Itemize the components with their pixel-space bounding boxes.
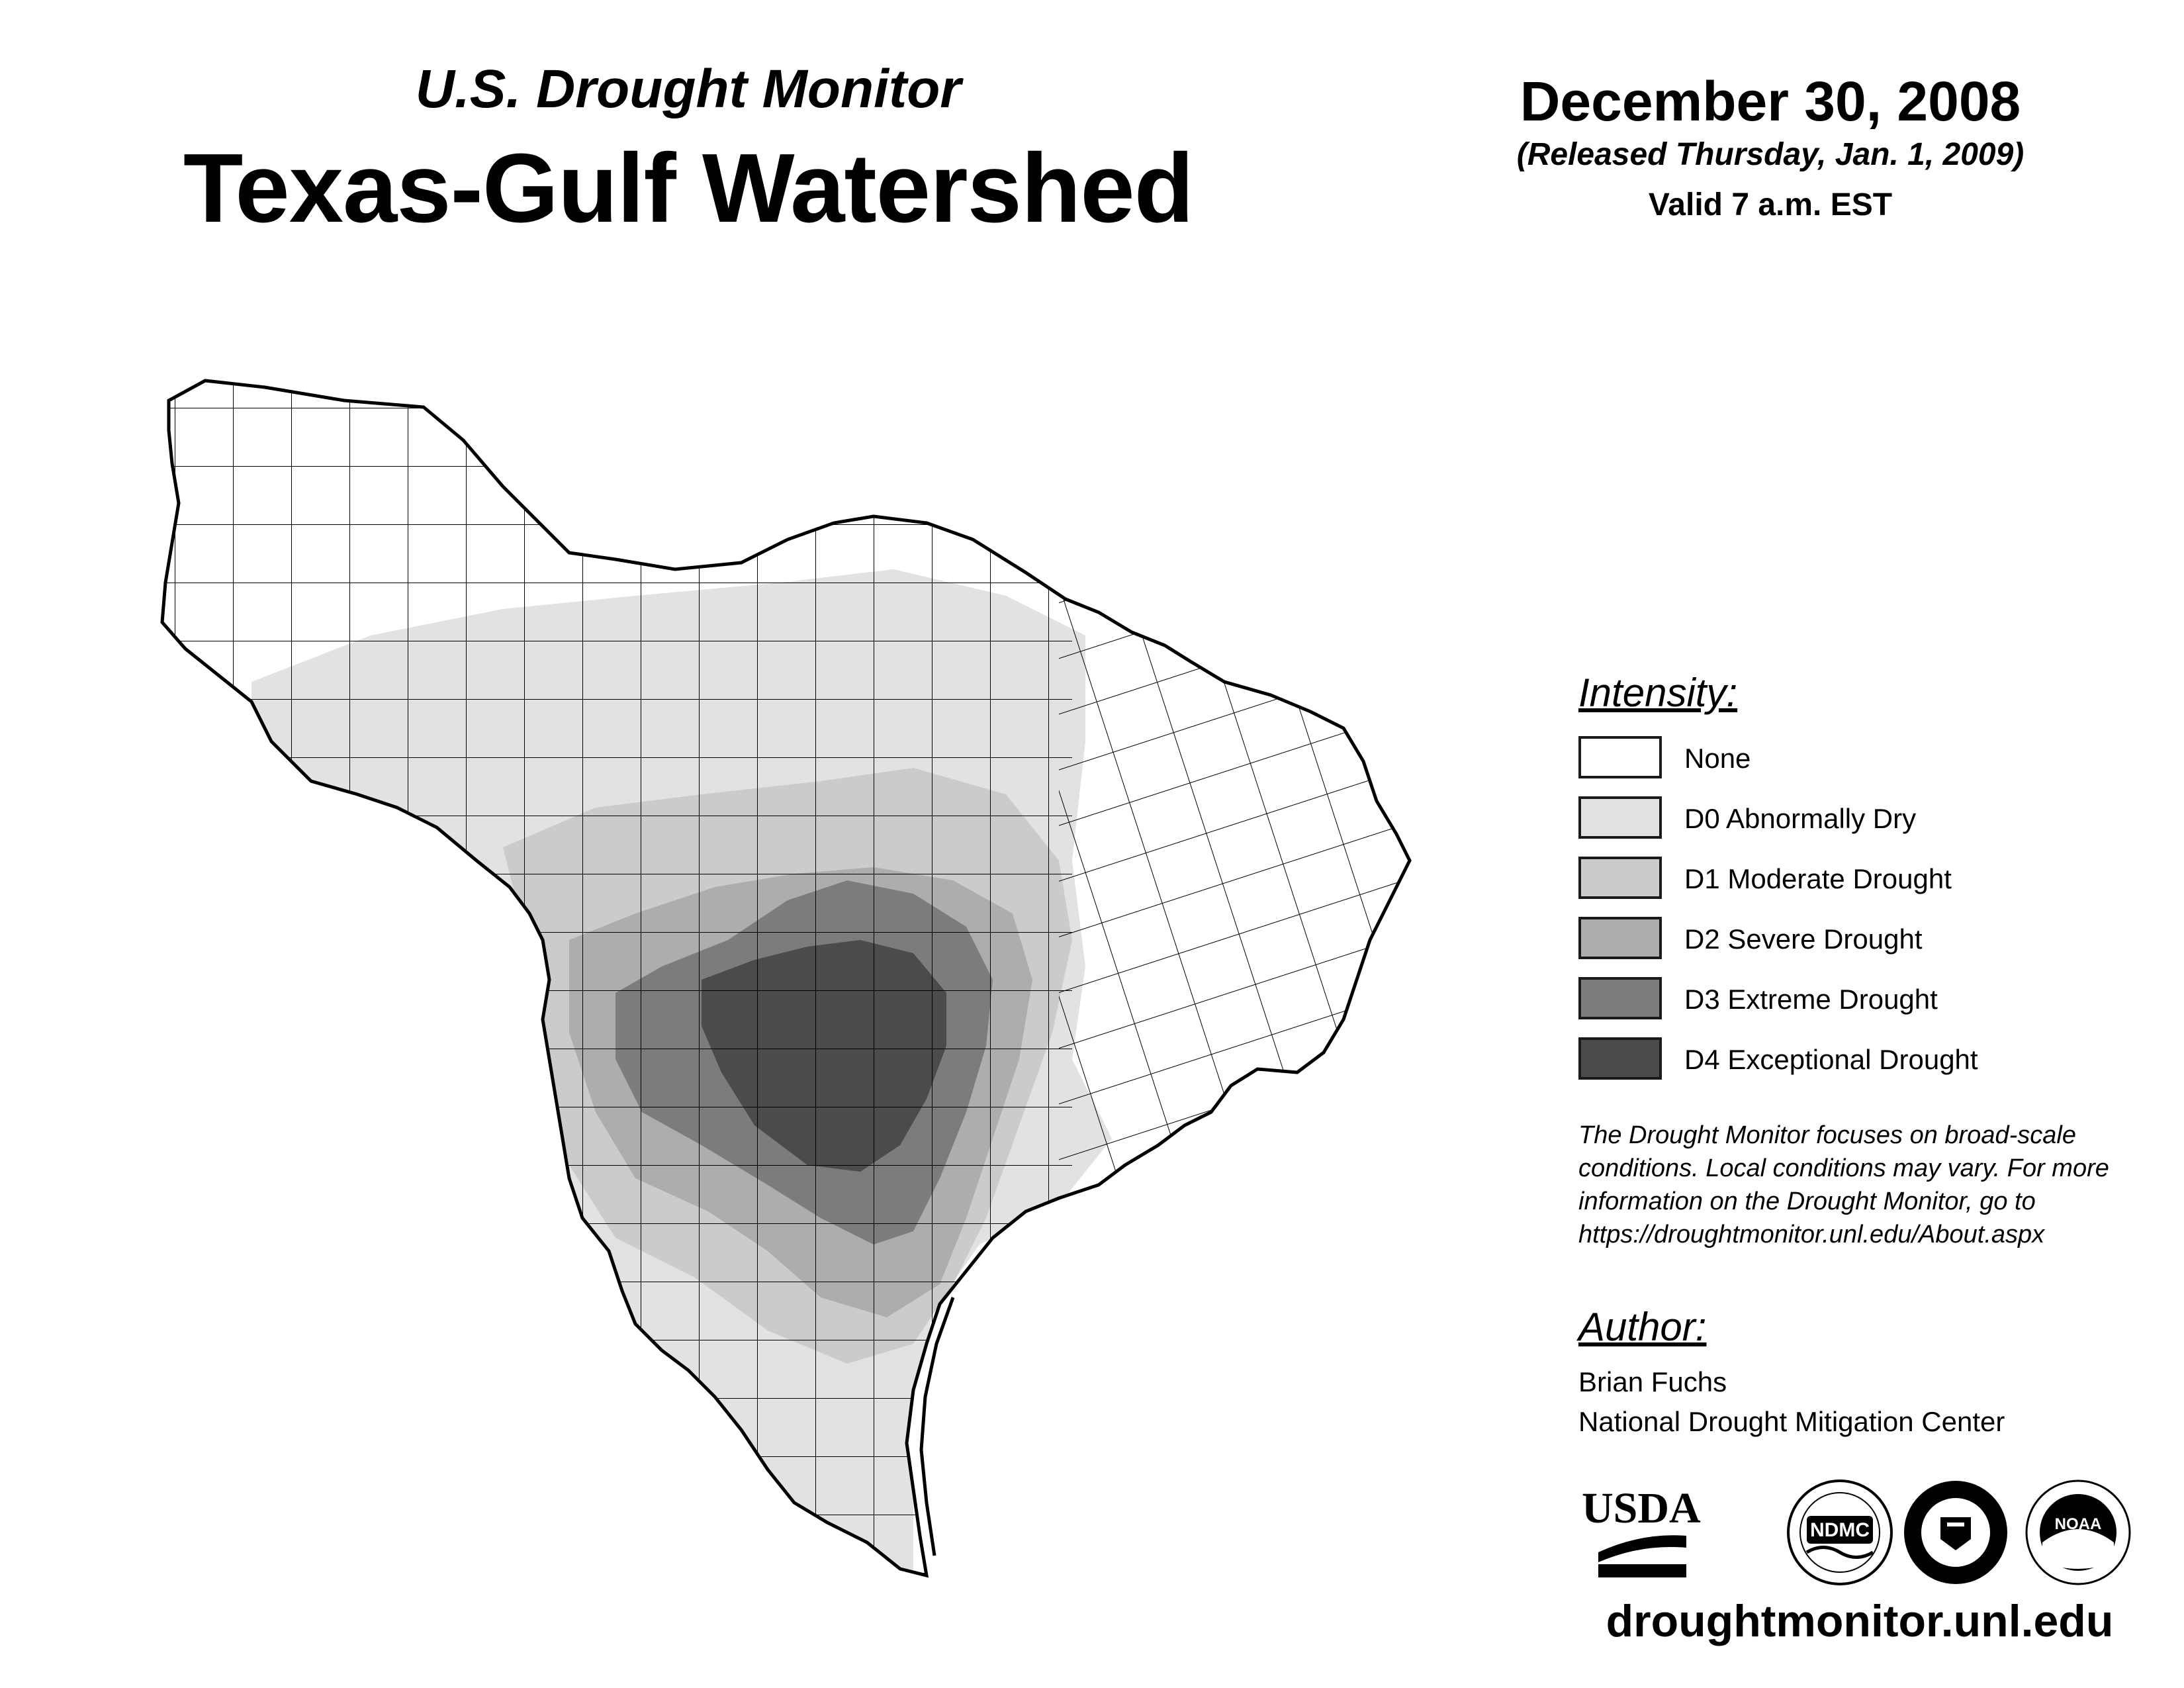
website-url: droughtmonitor.unl.edu — [1606, 1596, 2114, 1646]
note-line: information on the Drought Monitor, go t… — [1578, 1188, 2036, 1215]
legend-label: D3 Extreme Drought — [1684, 984, 1938, 1015]
note-line: The Drought Monitor focuses on broad-sca… — [1578, 1121, 2076, 1149]
valid-time: Valid 7 a.m. EST — [1648, 187, 1893, 222]
author-name: Brian Fuchs — [1578, 1366, 1727, 1397]
legend-swatch — [1578, 736, 1662, 778]
legend-label: None — [1684, 743, 1751, 774]
legend-label: D2 Severe Drought — [1684, 923, 1923, 955]
release-date: (Released Thursday, Jan. 1, 2009) — [1516, 137, 2025, 172]
legend-label: D1 Moderate Drought — [1684, 863, 1952, 894]
map-date: December 30, 2008 — [1520, 70, 2021, 132]
barrier-island — [919, 1297, 955, 1556]
agency-logos: USDA NDMC NOAA — [1582, 1479, 2131, 1585]
legend-swatch — [1578, 857, 1662, 899]
watershed-outline — [160, 379, 1412, 1578]
legend-label: D0 Abnormally Dry — [1684, 803, 1917, 834]
noaa-logo-text: NOAA — [2055, 1515, 2102, 1533]
note-line: conditions. Local conditions may vary. F… — [1578, 1154, 2109, 1182]
ndmc-logo-text: NDMC — [1810, 1519, 1870, 1541]
info-note: The Drought Monitor focuses on broad-sca… — [1578, 1119, 2174, 1251]
author-organization: National Drought Mitigation Center — [1578, 1406, 2005, 1437]
map-title: Texas-Gulf Watershed — [183, 134, 1194, 243]
usda-logo-text: USDA — [1582, 1484, 1701, 1532]
noaa-logo: NOAA — [2025, 1479, 2131, 1585]
legend-label: D4 Exceptional Drought — [1684, 1044, 1978, 1075]
legend-swatch — [1578, 977, 1662, 1019]
usda-logo: USDA — [1582, 1484, 1701, 1577]
legend-swatch — [1578, 917, 1662, 959]
commerce-seal-logo — [1904, 1481, 2007, 1584]
legend-heading: Intensity: — [1578, 671, 1738, 715]
legend-swatch — [1578, 1037, 1662, 1080]
author-heading: Author: — [1578, 1305, 1707, 1349]
watershed-map — [160, 379, 1412, 1578]
legend-swatch — [1578, 796, 1662, 839]
note-line: https://droughtmonitor.unl.edu/About.asp… — [1578, 1221, 2045, 1248]
map-subtitle: U.S. Drought Monitor — [415, 59, 962, 119]
ndmc-logo: NDMC — [1787, 1479, 1893, 1585]
